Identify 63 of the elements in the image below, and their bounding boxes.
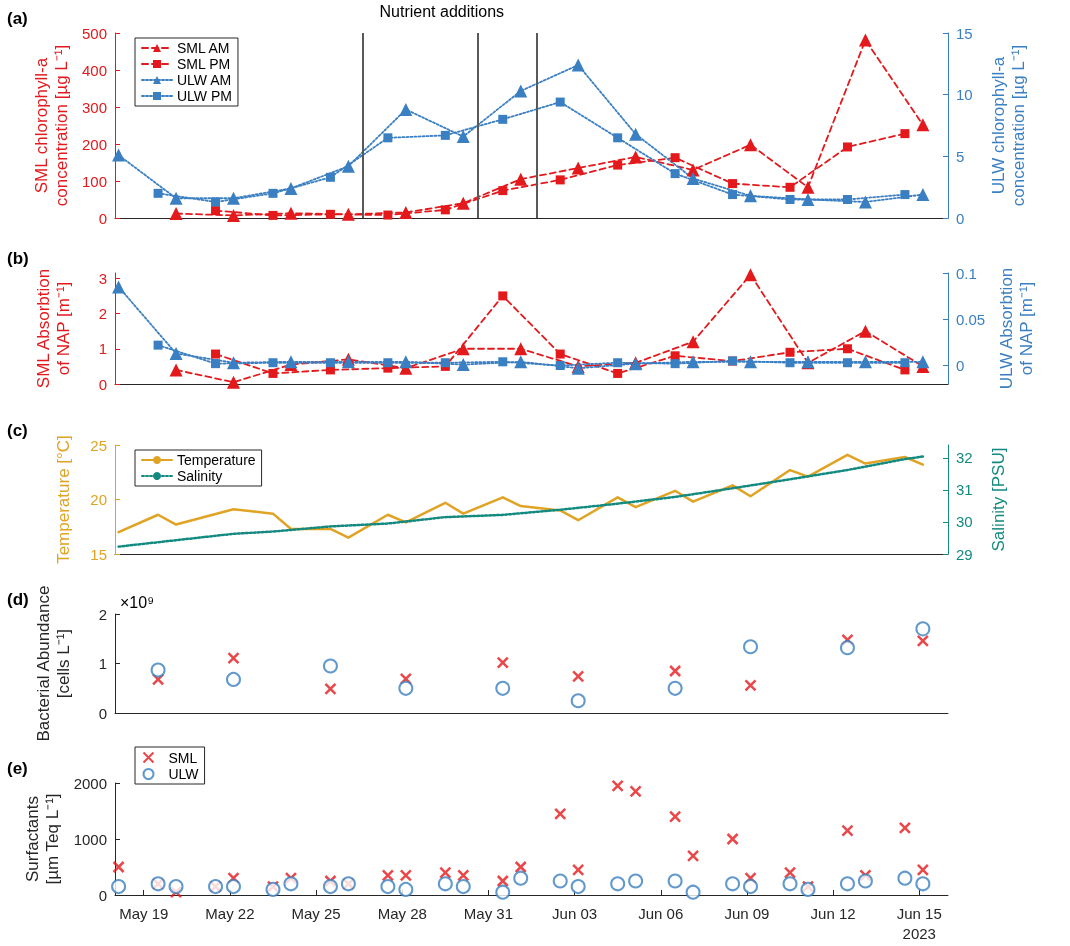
y2-tick-label: 0 (956, 209, 965, 227)
text: Nutrient additions (379, 2, 505, 20)
y-tick-label: 0 (98, 704, 107, 722)
y-tick-label: 15 (90, 545, 107, 563)
x-tick-label: Jun 03 (552, 904, 598, 922)
x-tick-label: Jun 12 (810, 904, 856, 922)
legend-label: SML (168, 749, 198, 766)
y-tick-label: 2 (98, 305, 107, 323)
x-tick-label: Jun 06 (638, 904, 684, 922)
chart-title: (e) (7, 759, 28, 778)
x-tick-label: May 25 (291, 904, 341, 922)
y2-tick-label: 0.1 (956, 264, 977, 282)
chart-title: (d) (7, 590, 29, 609)
x-tick-label: May 28 (377, 904, 427, 922)
chart-title: (b) (7, 249, 29, 268)
y-axis-title: SML chlorophyll-a concentration [µg L⁻¹] (31, 44, 71, 207)
y-tick-label: 0 (98, 375, 107, 393)
y-tick-label: 0 (98, 886, 107, 904)
chart-title: (c) (7, 421, 28, 440)
y-tick-label: 2 (98, 605, 107, 623)
x-tick-label: May 31 (463, 904, 514, 922)
y-tick-label: 400 (81, 61, 107, 79)
legend-label: ULW (168, 766, 200, 782)
legend-label: ULW AM (177, 72, 232, 88)
text: ×10⁹ (120, 593, 154, 611)
y-tick-label: 20 (90, 491, 107, 508)
legend-label: SML PM (177, 56, 231, 72)
y-tick-label: 300 (81, 98, 107, 116)
legend-label: ULW PM (177, 88, 232, 104)
y-axis-title: Surfactants [µm Teq L⁻¹] (23, 793, 63, 885)
y-axis-title: Temperature [°C] (53, 435, 73, 564)
y-axis-title: Bacterial Abundance [cells L⁻¹] (33, 585, 73, 742)
y-tick-label: 25 (90, 436, 107, 454)
legend-label: Salinity (177, 468, 223, 484)
x-tick-label: Jun 15 2023 (896, 904, 942, 942)
y2-axis-title: Salinity [PSU] (988, 447, 1008, 552)
y-tick-label: 200 (81, 135, 107, 153)
y2-tick-label: 30 (956, 513, 973, 531)
legend-label: SML AM (177, 40, 230, 56)
y-tick-label: 2000 (73, 774, 107, 792)
y-tick-label: 1 (98, 655, 107, 673)
legend-label: Temperature (177, 452, 256, 468)
y2-tick-label: 0.05 (956, 310, 986, 328)
x-tick-label: Jun 09 (724, 904, 770, 922)
y-tick-label: 1 (98, 340, 107, 358)
x-tick-label: May 22 (205, 904, 255, 922)
y2-tick-label: 0 (956, 357, 965, 374)
y-tick-label: 100 (81, 172, 107, 190)
y2-tick-label: 15 (956, 24, 973, 42)
chart-title: (a) (7, 9, 28, 28)
y-tick-label: 500 (81, 24, 107, 42)
y2-tick-label: 31 (956, 481, 973, 499)
y-tick-label: 3 (98, 269, 107, 287)
y2-tick-label: 5 (956, 147, 965, 165)
y2-tick-label: 29 (956, 545, 973, 563)
y2-tick-label: 10 (956, 86, 973, 104)
y2-axis-title: ULW Absorbtion of NAP [m⁻¹] (996, 267, 1036, 390)
y-tick-label: 1000 (73, 830, 107, 848)
y-axis-title: SML Absorbtion of NAP [m⁻¹] (33, 268, 73, 389)
y2-axis-title: ULW chlorophyll-a concentration [µg L⁻¹] (988, 44, 1028, 207)
y-tick-label: 0 (98, 209, 107, 227)
y2-tick-label: 32 (956, 449, 973, 467)
x-tick-label: May 19 (119, 904, 169, 922)
